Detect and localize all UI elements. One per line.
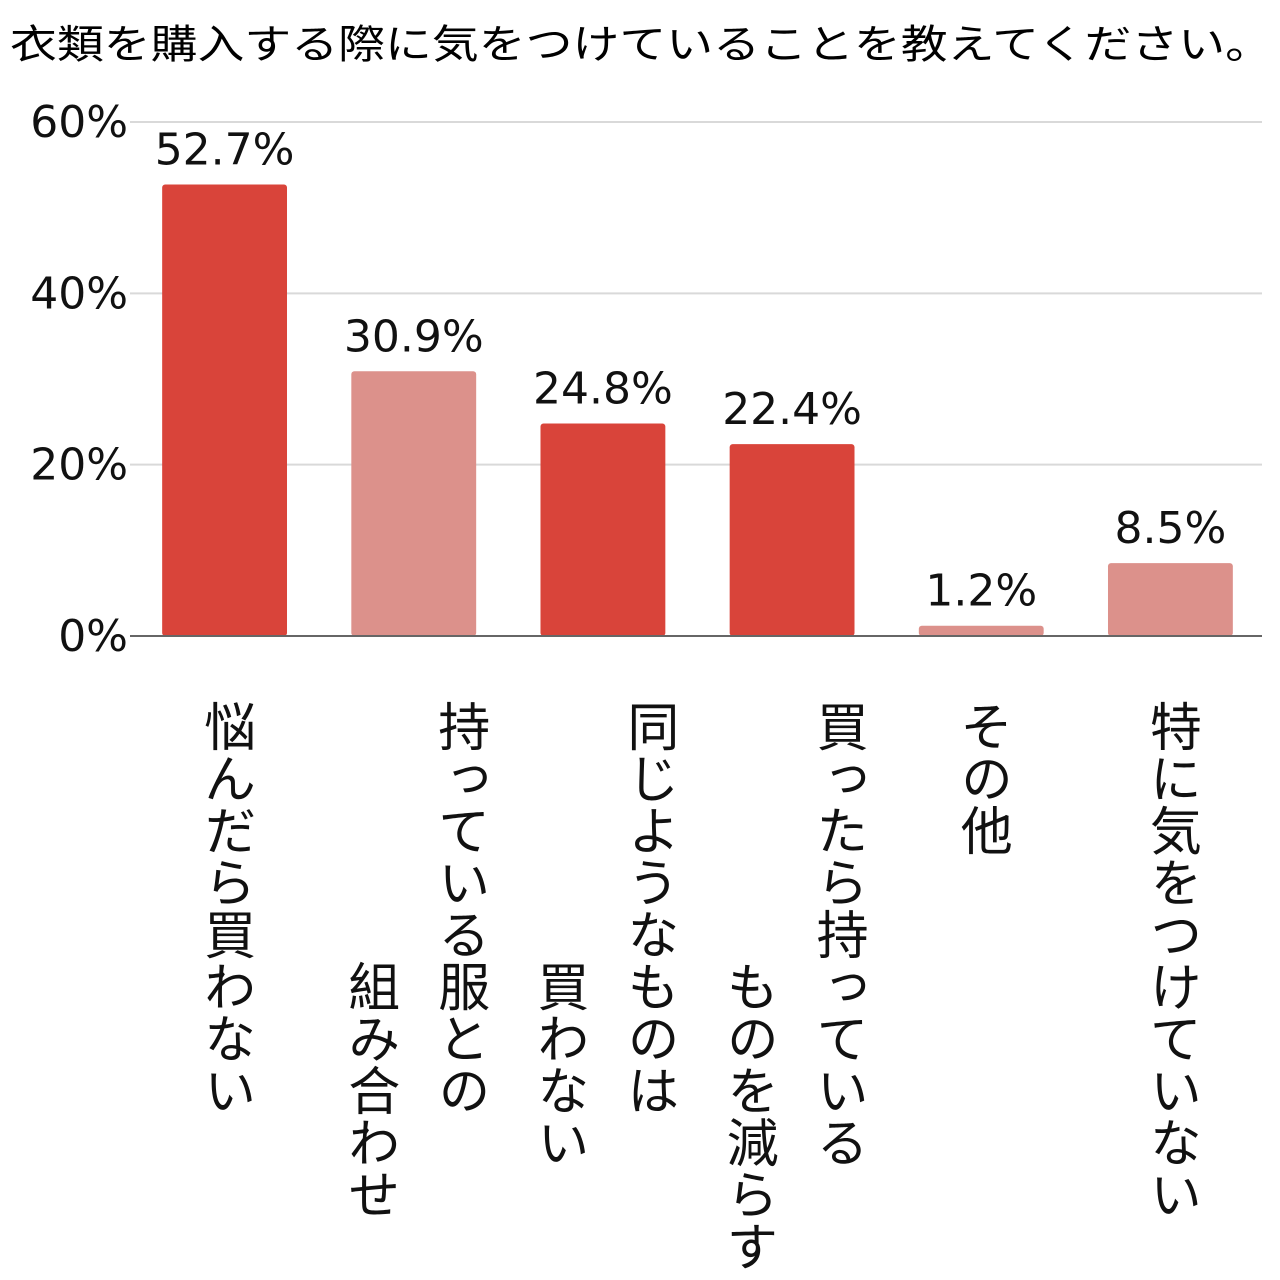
y-tick-label: 40% — [30, 268, 128, 319]
bar-value-label: 22.4% — [722, 384, 862, 435]
bar — [1107, 563, 1233, 636]
x-category-label: 買わない — [528, 960, 588, 1168]
y-axis-ticks: 0% 20% 40% 60% — [30, 97, 128, 662]
bars: 52.7% 30.9% 24.8% 22.4% 1.2% 8.5% — [155, 125, 1233, 636]
bar — [729, 444, 855, 636]
x-category-label: 悩んだら買わない — [195, 700, 255, 1116]
x-category-label: 買ったら持っている — [807, 700, 867, 1168]
bar-value-label: 52.7% — [155, 125, 295, 176]
bar — [351, 371, 477, 636]
x-category-label: ものを減らす — [717, 960, 777, 1272]
bar — [918, 625, 1044, 636]
y-tick-label: 0% — [58, 611, 128, 662]
chart-title: 衣類を購入する際に気をつけていることを教えてください。 — [10, 22, 1272, 68]
y-tick-label: 20% — [30, 440, 128, 491]
bar-value-label: 30.9% — [344, 311, 484, 362]
x-category-label: 同じようなものは — [618, 700, 678, 1116]
y-tick-label: 60% — [30, 97, 128, 148]
x-category-label: 特に気をつけていない — [1140, 700, 1200, 1220]
gridlines — [130, 121, 1262, 466]
bar — [540, 423, 666, 636]
bar-value-label: 8.5% — [1115, 503, 1227, 554]
bar — [162, 184, 288, 636]
x-category-label: 組み合わせ — [339, 960, 399, 1220]
bar-value-label: 24.8% — [533, 364, 673, 415]
x-category-label: 持っている服との — [429, 700, 489, 1116]
x-category-label: その他 — [951, 700, 1012, 856]
bar-value-label: 1.2% — [925, 566, 1037, 617]
